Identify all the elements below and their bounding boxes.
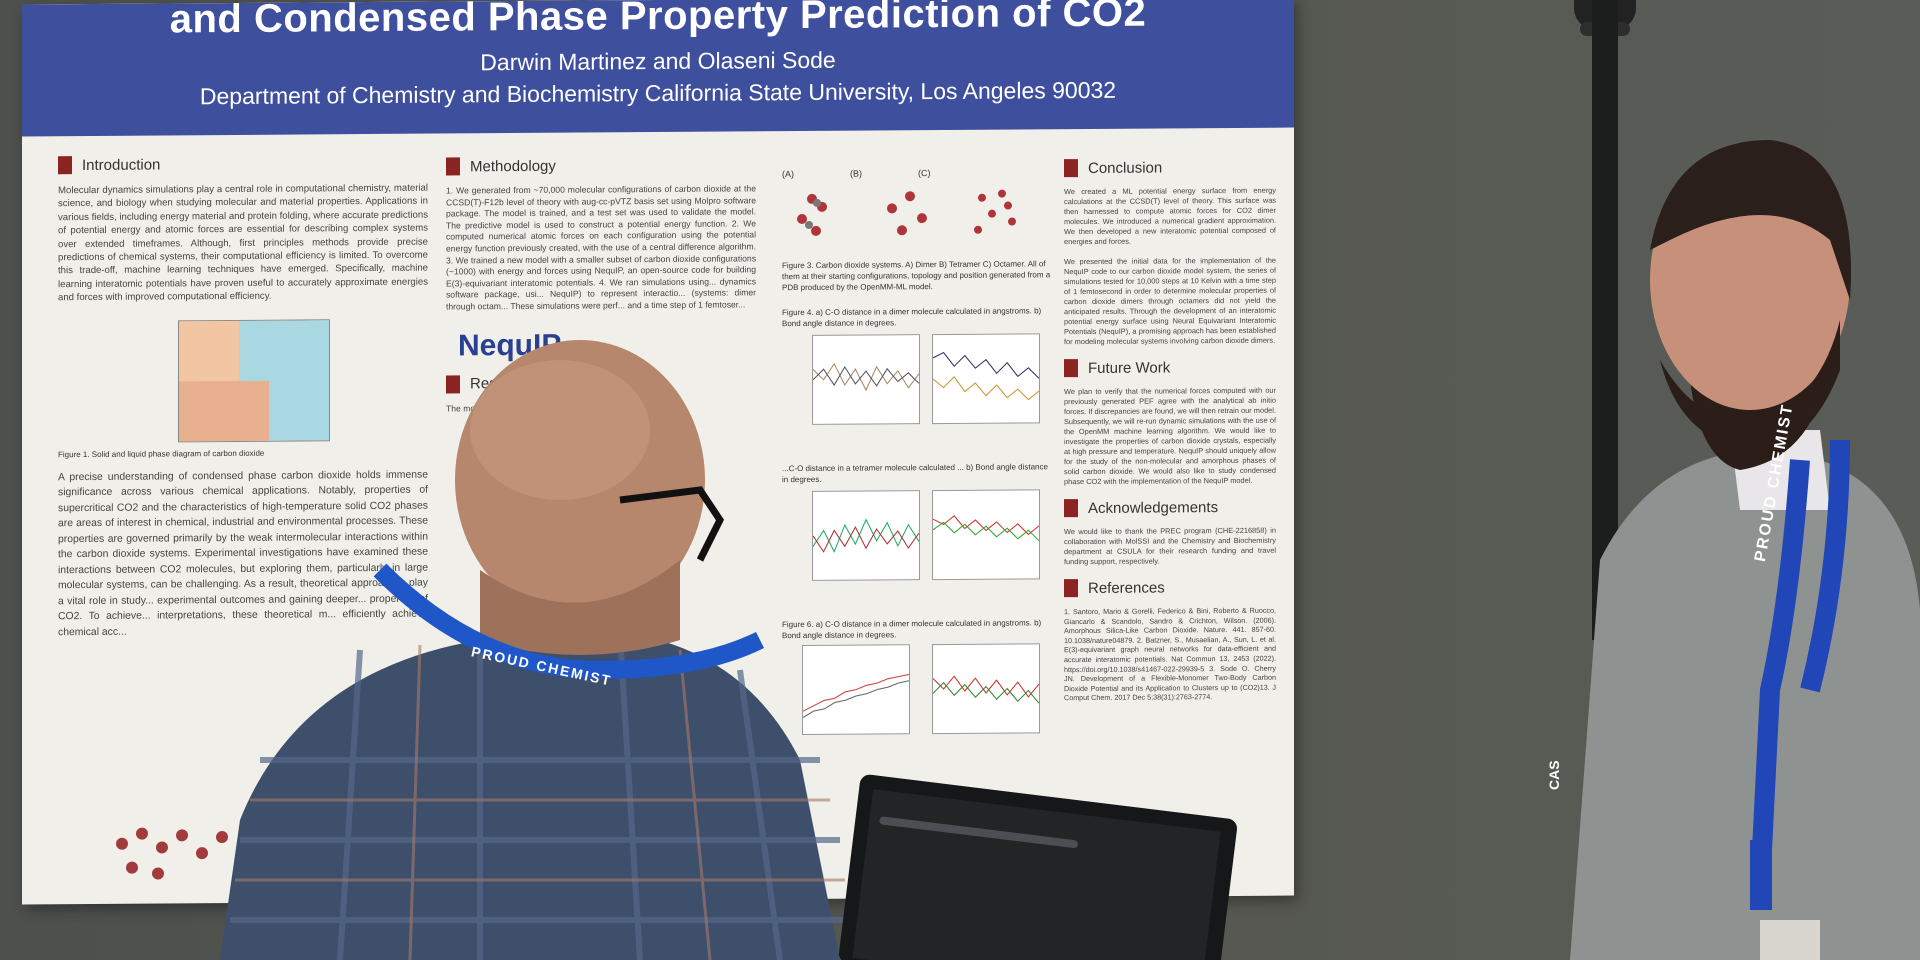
figure-label-b: (B): [850, 168, 862, 179]
molecule-cluster: [116, 827, 228, 880]
future-work-title: Future Work: [1088, 358, 1171, 377]
person-left: [220, 340, 850, 960]
methodology-text: 1. We generated from ~70,000 molecular c…: [446, 183, 756, 312]
figures-column: (A) (B) (C) Figure 3. Carbon dioxide sys…: [782, 167, 1052, 741]
section-marker: [1064, 579, 1078, 598]
section-marker: [1064, 359, 1078, 378]
section-marker: [1064, 159, 1078, 178]
person-right: [1570, 140, 1920, 960]
conclusion-title: Conclusion: [1088, 158, 1163, 177]
future-work-text: We plan to verify that the numerical for…: [1064, 385, 1276, 487]
figure5a-plot: [812, 490, 920, 581]
conclusion-text-1: We created a ML potential energy surface…: [1064, 185, 1276, 247]
figure4b-plot: [932, 333, 1040, 425]
figure5b-plot: [932, 489, 1040, 581]
acknowledgements-title: Acknowledgements: [1088, 498, 1219, 517]
figure6b-plot: [932, 643, 1040, 735]
poster-authors: Darwin Martinez and Olaseni Sode: [480, 46, 836, 76]
introduction-text: Molecular dynamics simulations play a ce…: [58, 182, 428, 304]
acknowledgements-text: We would like to thank the PREC program …: [1064, 525, 1276, 567]
conclusion-column: Conclusion We created a ML potential ene…: [1064, 158, 1276, 703]
section-marker: [1064, 499, 1078, 518]
figure6a-plot: [802, 644, 910, 735]
laptop-screen: [852, 789, 1221, 960]
poster-header: and Condensed Phase Property Prediction …: [22, 0, 1294, 137]
co2-molecule-figure: [797, 189, 1016, 236]
conclusion-text-2: We presented the initial data for the im…: [1064, 255, 1276, 347]
section-marker: [58, 156, 72, 175]
figure4a-plot: [812, 334, 920, 425]
research-poster: and Condensed Phase Property Prediction …: [22, 0, 1294, 905]
poster-title: and Condensed Phase Property Prediction …: [169, 0, 1147, 42]
references-title: References: [1088, 578, 1165, 597]
display-pole: [1592, 0, 1618, 640]
references-text: 1. Santoro, Mario & Gorelli, Federico & …: [1064, 605, 1276, 703]
poster-department: Department of Chemistry and Biochemistry…: [199, 76, 1117, 110]
lanyard-badge: CAS: [1546, 760, 1562, 790]
figure-label-c: (C): [918, 168, 931, 179]
introduction-title: Introduction: [82, 155, 161, 174]
methodology-title: Methodology: [470, 157, 556, 175]
figure-label-a: (A): [782, 169, 794, 180]
section-marker: [446, 157, 460, 176]
figure3-caption: Figure 3. Carbon dioxide systems. A) Dim…: [782, 259, 1051, 293]
figure4-caption: Figure 4. a) C-O distance in a dimer mol…: [782, 306, 1042, 329]
